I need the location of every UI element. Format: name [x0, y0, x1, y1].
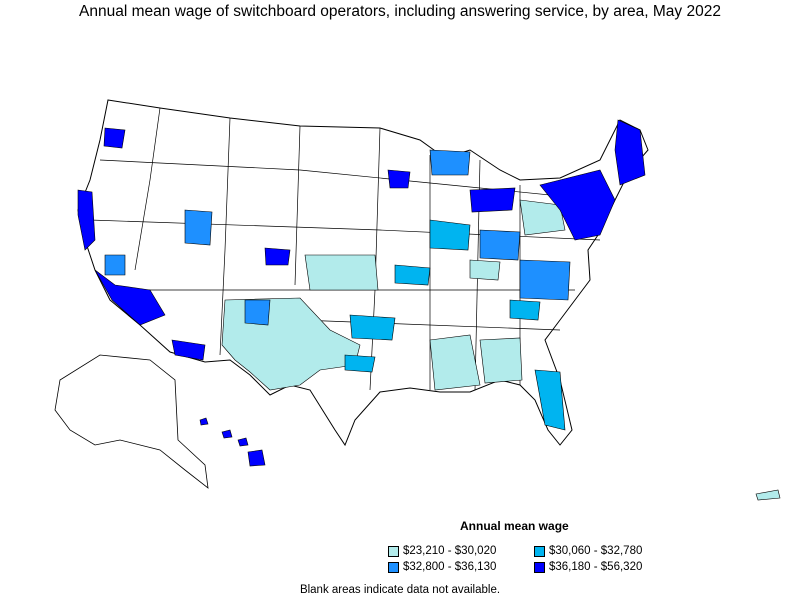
- legend-title: Annual mean wage: [460, 519, 569, 533]
- legend-label-tier-1: $23,210 - $30,020: [403, 545, 497, 557]
- blank-areas-note: Blank areas indicate data not available.: [299, 584, 501, 596]
- map-hawaii: [199, 417, 266, 467]
- legend-swatch-tier-1: [388, 545, 399, 557]
- region-tier-2: [344, 219, 566, 431]
- region-tier-3: [104, 149, 571, 433]
- legend-label-tier-3: $32,800 - $36,130: [403, 561, 497, 573]
- legend-item-tier-4: $36,180 - $56,320: [534, 561, 642, 573]
- legend-label-tier-4: $36,180 - $56,320: [549, 561, 643, 573]
- map-alaska: [54, 354, 209, 489]
- map-puerto-rico: [755, 489, 781, 501]
- legend-swatch-tier-4: [534, 561, 545, 573]
- legend-swatch-tier-2: [534, 545, 545, 557]
- legend-swatch-tier-3: [388, 561, 399, 573]
- region-tier-1: [221, 199, 566, 391]
- legend-label-tier-2: $30,060 - $32,780: [549, 545, 643, 557]
- legend-item-tier-1: $23,210 - $30,020: [388, 545, 496, 557]
- map-title: Annual mean wage of switchboard operator…: [79, 3, 721, 20]
- legend-item-tier-3: $32,800 - $36,130: [388, 561, 496, 573]
- legend-item-tier-2: $30,060 - $32,780: [534, 545, 642, 557]
- region-tier-4: [77, 119, 646, 361]
